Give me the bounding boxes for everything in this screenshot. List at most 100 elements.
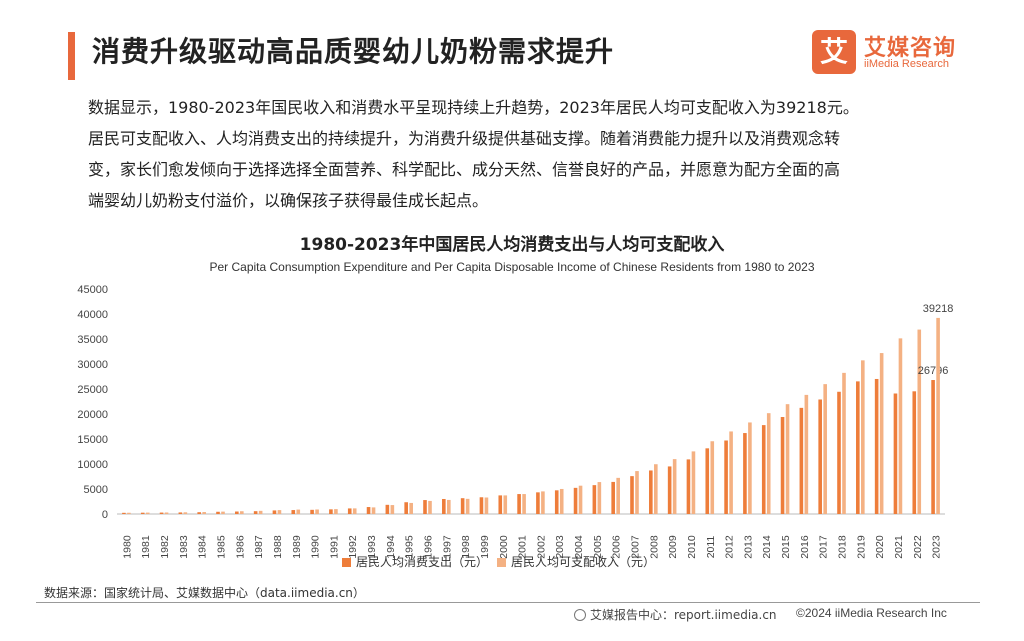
bar-consumption [893,393,898,514]
bar-consumption [479,497,484,514]
bar-income [729,431,733,514]
bar-consumption [667,466,672,514]
data-label: 26796 [918,365,949,377]
bar-consumption [724,440,728,514]
x-tick-label: 1985 [216,535,228,559]
bar-consumption [423,500,427,514]
x-tick-label: 1983 [178,535,190,559]
title-accent-bar [68,32,75,80]
legend-label: 居民人均可支配收入（元） [511,555,655,569]
x-tick-label: 2020 [874,535,886,559]
bar-consumption [799,407,804,514]
y-tick-label: 45000 [77,284,108,296]
bar-consumption [347,508,352,514]
x-tick-label: 2014 [761,535,773,559]
x-tick-label: 1986 [234,535,246,559]
x-tick-label: 1994 [385,535,397,559]
bar-income [145,512,150,514]
brand-logo: 艾 艾媒咨询 iiMedia Research [812,30,972,80]
x-tick-label: 1996 [423,535,435,559]
bar-consumption [856,381,860,514]
bar-income [766,413,771,514]
bar-income [277,510,282,514]
x-tick-label: 1991 [328,535,340,559]
footer-report-text: 艾媒报告中心：report.iimedia.cn [590,608,777,622]
x-tick-label: 2008 [648,535,660,559]
x-tick-label: 1990 [310,535,322,559]
bar-consumption [931,380,935,514]
y-tick-label: 25000 [77,384,108,396]
bar-consumption [686,459,691,514]
bar-consumption [235,511,239,514]
bar-consumption [253,511,258,514]
x-tick-label: 1995 [404,535,416,559]
bar-income [823,384,827,514]
bar-consumption [498,495,503,514]
x-tick-label: 2005 [592,535,604,559]
bar-income [296,509,301,514]
bar-income [465,498,470,514]
bar-consumption [122,512,126,514]
x-tick-label: 2016 [799,535,811,559]
bar-income [842,372,846,514]
bar-income [691,451,696,514]
bar-income [917,329,922,514]
bar-income [804,394,809,514]
description-line: 变，家长们愈发倾向于选择选择全面营养、科学配比、成分天然、信誉良好的产品，并愿意… [88,160,841,179]
bar-income [541,491,545,514]
bar-income [202,512,206,514]
bar-income [240,511,244,514]
x-tick-label: 2015 [780,535,792,559]
x-tick-label: 1998 [460,535,472,559]
x-tick-label: 2018 [837,535,849,559]
bar-consumption [197,512,201,514]
description-line: 端婴幼儿奶粉支付溢价，以确保孩子获得最佳成长起点。 [88,191,489,210]
bar-income [447,499,451,514]
x-tick-label: 2017 [818,535,830,559]
bar-income [672,459,677,514]
legend-swatch [342,558,351,567]
bar-income [503,495,508,514]
x-tick-label: 1993 [366,535,378,559]
chart-subtitle: Per Capita Consumption Expenditure and P… [209,260,815,274]
bar-consumption [649,470,653,514]
bar-consumption [705,448,710,514]
bar-income [936,317,940,514]
x-tick-label: 2000 [498,535,510,559]
footer-report-center: 艾媒报告中心：report.iimedia.cn [574,606,777,623]
bar-income [710,441,715,514]
bar-consumption [460,498,465,514]
x-tick-label: 2010 [686,535,698,559]
bar-consumption [272,510,277,514]
bar-income [484,497,489,514]
data-source: 数据来源：国家统计局、艾媒数据中心（data.iimedia.cn） [44,586,365,600]
x-tick-label: 1981 [140,535,152,559]
bar-consumption [780,417,785,514]
bar-consumption [517,494,521,514]
bar-income [559,488,564,514]
bar-consumption [216,511,220,514]
logo-name-en: iiMedia Research [864,58,949,70]
bar-income [428,500,432,514]
x-tick-label: 2023 [931,535,943,559]
bar-consumption [837,391,841,514]
x-tick-label: 2003 [554,535,566,559]
y-tick-label: 20000 [77,409,108,421]
bar-income [522,494,526,514]
x-tick-label: 2013 [742,535,754,559]
bar-income [258,510,263,514]
bar-consumption [630,476,634,514]
description-line: 居民可支配收入、人均消费支出的持续提升，为消费升级提供基础支撑。随着消费能力提升… [88,129,841,148]
bar-income [578,485,583,514]
x-tick-label: 1987 [253,535,265,559]
x-tick-label: 2006 [611,535,623,559]
bar-income [164,512,169,514]
bar-consumption [743,433,747,514]
bar-consumption [404,502,408,514]
y-tick-label: 15000 [77,434,108,446]
logo-icon: 艾 [812,30,856,74]
bar-income [616,477,620,514]
bar-consumption [818,399,822,514]
bar-consumption [912,391,917,514]
